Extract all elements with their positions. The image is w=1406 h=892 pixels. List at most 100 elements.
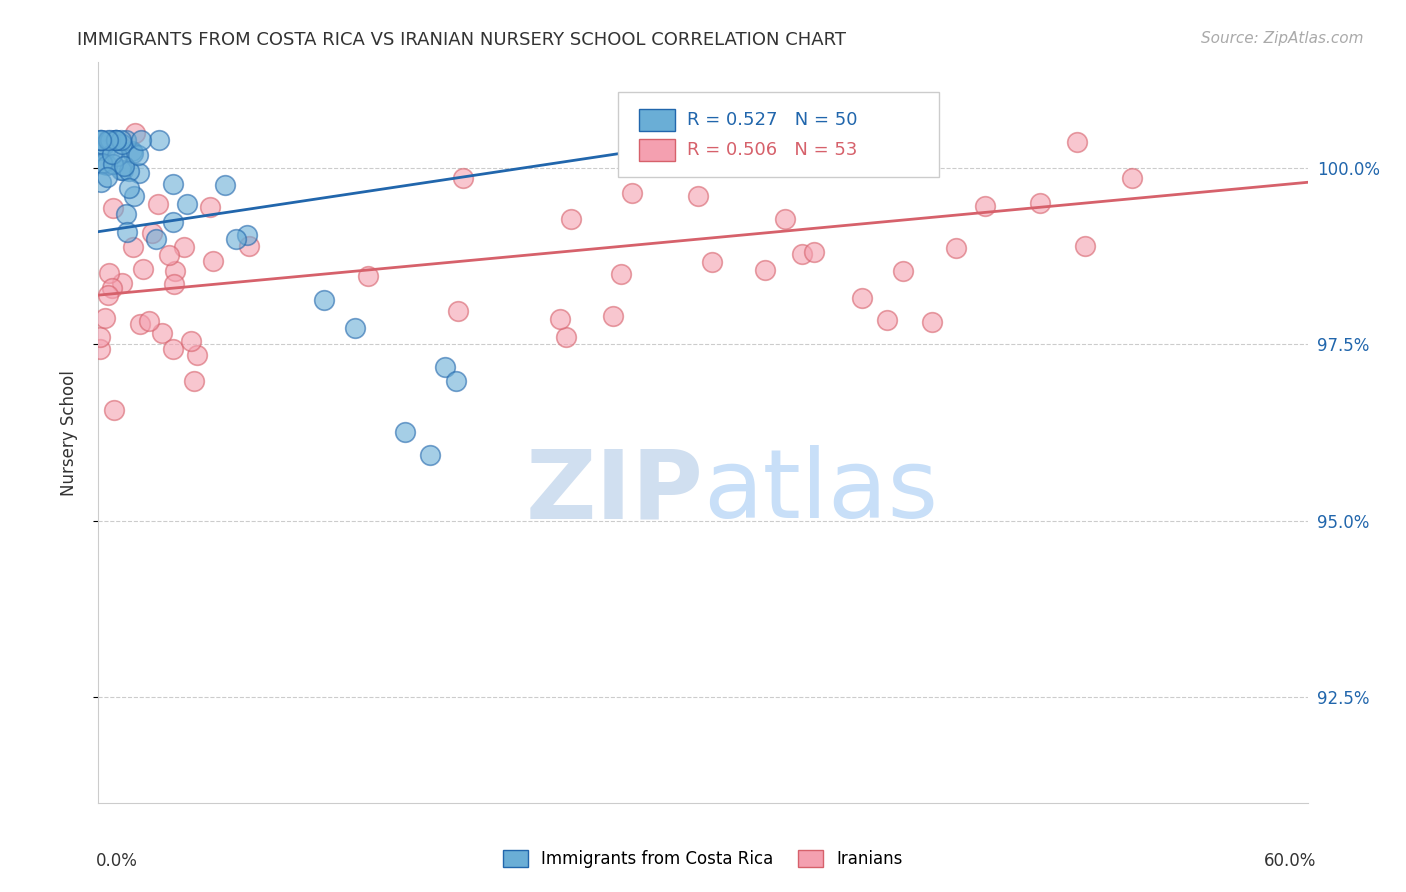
Immigrants from Costa Rica [93,137,115,152]
Immigrants from Costa Rica [145,232,167,246]
Iranians [548,312,571,326]
Immigrants from Costa Rica [110,163,132,178]
Immigrants from Costa Rica [176,196,198,211]
Iranians [238,239,260,253]
Iranians [180,334,202,349]
Iranians [173,240,195,254]
Iranians [150,326,173,341]
Iranians [803,244,825,259]
Iranians [162,343,184,357]
Immigrants from Costa Rica [98,133,121,147]
FancyBboxPatch shape [638,138,675,161]
Y-axis label: Nursery School: Nursery School [59,369,77,496]
Immigrants from Costa Rica [112,159,135,173]
Immigrants from Costa Rica [104,133,127,147]
Immigrants from Costa Rica [122,146,145,161]
Immigrants from Costa Rica [96,158,118,172]
Iranians [891,264,914,278]
Immigrants from Costa Rica [110,133,132,147]
Iranians [98,266,121,280]
Legend: Immigrants from Costa Rica, Iranians: Immigrants from Costa Rica, Iranians [496,843,910,875]
Iranians [686,189,709,203]
Iranians [138,314,160,328]
Immigrants from Costa Rica [343,321,366,335]
Immigrants from Costa Rica [90,175,112,189]
Immigrants from Costa Rica [90,133,112,147]
Iranians [103,202,125,216]
Immigrants from Costa Rica [97,133,120,147]
Text: R = 0.527   N = 50: R = 0.527 N = 50 [688,112,858,129]
Immigrants from Costa Rica [105,149,128,163]
Immigrants from Costa Rica [148,133,170,147]
Immigrants from Costa Rica [115,225,138,239]
Iranians [790,247,813,261]
Iranians [357,269,380,284]
Iranians [876,313,898,327]
Iranians [851,291,873,305]
Immigrants from Costa Rica [127,148,149,162]
Immigrants from Costa Rica [128,166,150,180]
Immigrants from Costa Rica [90,133,112,147]
Immigrants from Costa Rica [118,163,141,178]
Iranians [620,186,643,200]
Immigrants from Costa Rica [101,147,124,161]
Iranians [111,276,134,290]
Iranians [183,374,205,388]
Immigrants from Costa Rica [162,177,184,191]
Iranians [162,277,184,292]
Immigrants from Costa Rica [434,360,457,375]
Iranians [610,267,633,281]
Immigrants from Costa Rica [104,133,127,147]
Immigrants from Costa Rica [162,215,184,229]
Iranians [103,403,125,417]
Immigrants from Costa Rica [122,189,145,203]
Immigrants from Costa Rica [89,143,111,157]
Immigrants from Costa Rica [104,133,127,147]
Iranians [602,309,624,323]
Text: atlas: atlas [703,445,938,539]
Immigrants from Costa Rica [93,143,115,157]
Iranians [446,304,468,318]
Iranians [451,171,474,186]
Iranians [560,212,582,227]
Iranians [1066,135,1088,149]
Immigrants from Costa Rica [91,157,114,171]
Iranians [93,311,115,326]
Iranians [554,330,576,344]
Text: Source: ZipAtlas.com: Source: ZipAtlas.com [1201,31,1364,46]
Iranians [157,248,180,262]
Immigrants from Costa Rica [115,133,138,147]
Iranians [754,263,776,277]
Immigrants from Costa Rica [105,133,128,147]
Iranians [1073,239,1095,253]
Iranians [165,264,187,278]
Text: ZIP: ZIP [524,445,703,539]
Iranians [124,126,146,140]
Text: IMMIGRANTS FROM COSTA RICA VS IRANIAN NURSERY SCHOOL CORRELATION CHART: IMMIGRANTS FROM COSTA RICA VS IRANIAN NU… [77,31,846,49]
Immigrants from Costa Rica [419,448,441,462]
Immigrants from Costa Rica [129,133,152,147]
Immigrants from Costa Rica [101,157,124,171]
Immigrants from Costa Rica [394,425,416,439]
Iranians [773,211,796,226]
Iranians [921,315,943,329]
Iranians [121,240,143,254]
Iranians [700,255,723,269]
Immigrants from Costa Rica [111,163,134,178]
Text: 60.0%: 60.0% [1264,852,1316,870]
Immigrants from Costa Rica [118,181,141,195]
Immigrants from Costa Rica [444,374,467,388]
Iranians [101,281,124,295]
Iranians [973,199,995,213]
Iranians [146,197,169,211]
Text: R = 0.506   N = 53: R = 0.506 N = 53 [688,141,858,159]
Immigrants from Costa Rica [214,178,236,193]
Iranians [97,288,120,302]
Iranians [202,254,225,268]
Iranians [141,226,163,240]
Iranians [186,348,208,362]
Iranians [1029,196,1052,211]
Immigrants from Costa Rica [89,133,111,147]
Immigrants from Costa Rica [114,207,136,221]
Iranians [945,241,967,255]
